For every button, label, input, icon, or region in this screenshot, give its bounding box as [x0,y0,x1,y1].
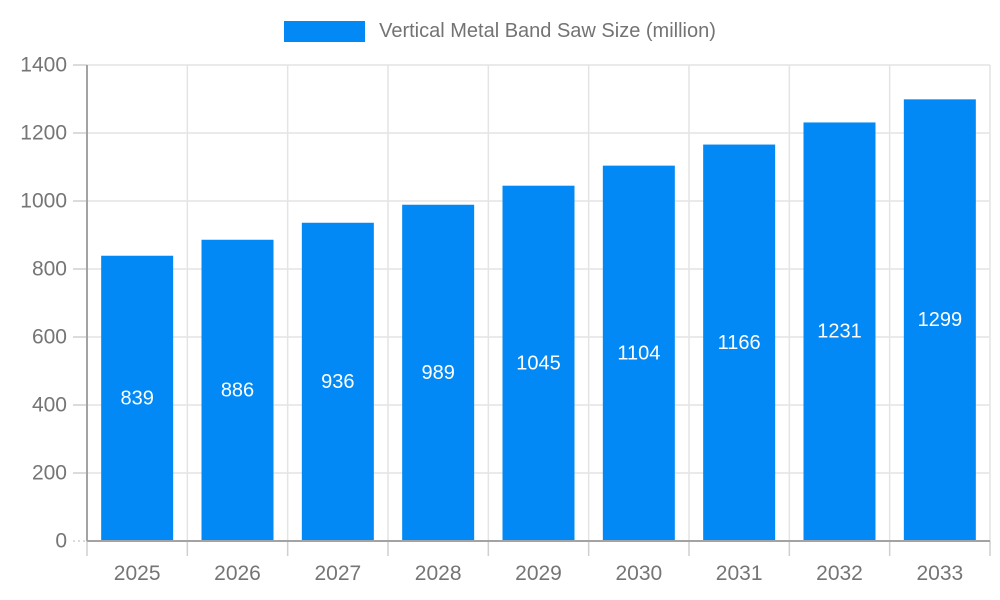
bar-2032 [803,122,876,542]
bar-2029 [502,185,575,541]
x-tick-label-2026: 2026 [214,562,261,585]
y-tick-label-1400: 1400 [20,54,67,77]
y-tick-label-0: 0 [55,530,67,553]
bar-value-2031: 1166 [718,332,761,354]
y-tick-label-1000: 1000 [20,190,67,213]
bar-value-2025: 839 [120,387,153,409]
bar-2031 [703,144,776,541]
y-tick-label-1200: 1200 [20,122,67,145]
x-tick-label-2025: 2025 [114,562,161,585]
bar-2026 [201,239,274,541]
x-tick-label-2033: 2033 [916,562,963,585]
y-tick-label-600: 600 [32,326,67,349]
bar-value-2030: 1104 [617,342,660,364]
bar-2027 [301,222,374,541]
bar-value-2026: 886 [221,379,254,401]
bar-value-2033: 1299 [918,309,963,331]
bar-value-2029: 1045 [516,352,561,374]
y-tick-label-800: 800 [32,258,67,281]
bar-value-2028: 989 [421,362,454,384]
x-tick-label-2029: 2029 [515,562,562,585]
y-tick-label-200: 200 [32,462,67,485]
x-tick-label-2030: 2030 [615,562,662,585]
x-tick-label-2031: 2031 [716,562,763,585]
bar-2025 [101,255,174,542]
bar-2033 [903,99,976,541]
x-tick-label-2027: 2027 [314,562,361,585]
bar-2028 [402,204,475,542]
x-tick-label-2032: 2032 [816,562,863,585]
x-tick-label-2028: 2028 [415,562,462,585]
bar-2030 [602,165,675,541]
bar-value-2027: 936 [321,371,354,393]
bar-value-2032: 1231 [817,321,862,343]
y-tick-label-400: 400 [32,394,67,417]
